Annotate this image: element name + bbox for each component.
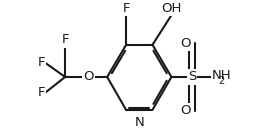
Text: OH: OH — [161, 2, 182, 15]
Text: F: F — [61, 34, 69, 46]
Text: F: F — [38, 56, 45, 69]
Text: NH: NH — [212, 69, 231, 82]
Text: F: F — [38, 86, 45, 99]
Text: O: O — [180, 104, 190, 117]
Text: 2: 2 — [218, 76, 224, 86]
Text: N: N — [134, 116, 144, 129]
Text: F: F — [122, 2, 130, 15]
Text: O: O — [180, 37, 190, 50]
Text: S: S — [188, 70, 196, 83]
Text: O: O — [83, 70, 94, 83]
